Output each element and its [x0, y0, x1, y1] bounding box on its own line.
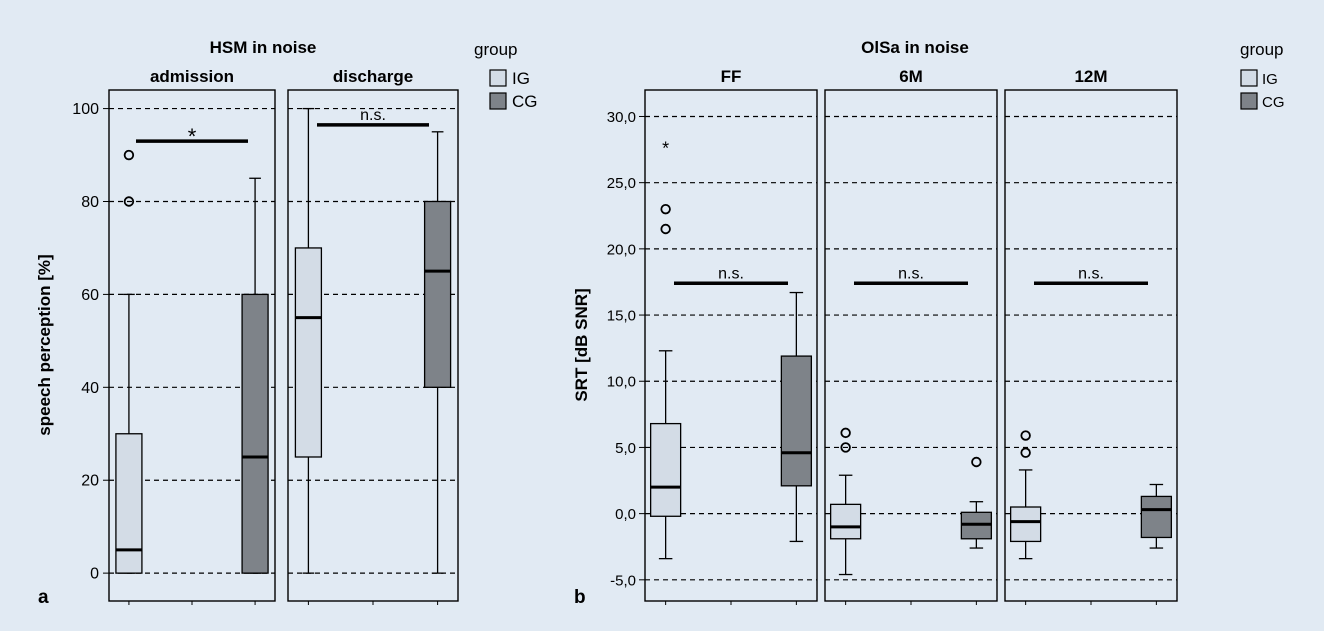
facet-label: discharge: [333, 67, 413, 86]
legend-title: group: [1240, 40, 1283, 59]
panel-b-legend: group IG CG: [1240, 40, 1285, 111]
facet-discharge: discharge n.s.: [287, 67, 459, 605]
box-iqr: [829, 503, 862, 540]
box-IG: [829, 427, 862, 576]
legend-title: group: [474, 40, 517, 59]
significance-label: n.s.: [360, 107, 386, 124]
extreme-point: *: [662, 139, 669, 159]
legend-swatch-cg: [489, 92, 507, 110]
legend-label-cg: CG: [1262, 94, 1285, 111]
box-iqr: [1140, 495, 1173, 539]
plots-layer: 0 20 40 60 80 100 admission * discharge n.s. -5,0 0…: [72, 67, 1178, 605]
box-iqr: [649, 422, 682, 517]
facet-label: FF: [721, 67, 742, 86]
panel-a-letter: a: [38, 587, 49, 608]
facet-label: 6M: [899, 67, 923, 86]
chart-b: -5,0 0,0 5,0 10,0 15,0 20,0 25,0 30,0 FF * n.s. 6M n…: [607, 67, 1178, 605]
box-IG: [115, 149, 143, 574]
outlier-point: [1020, 447, 1031, 458]
outlier-point: [971, 456, 982, 468]
facet-6M: 6M n.s.: [824, 67, 998, 605]
y-tick-label: 5,0: [615, 440, 636, 457]
box-iqr: [780, 355, 813, 487]
outlier-point: [840, 427, 851, 439]
y-tick-label: 40: [81, 380, 99, 397]
outlier-point: [123, 149, 135, 161]
box-IG: [294, 107, 323, 574]
y-tick-label: 100: [72, 101, 99, 118]
significance-label: *: [188, 124, 197, 149]
panel-a-title: HSM in noise: [210, 38, 317, 57]
box-iqr: [294, 247, 323, 458]
y-tick-label: 60: [81, 287, 99, 304]
outlier-point: [840, 442, 851, 453]
panel-b-ylabel: SRT [dB SNR]: [572, 288, 591, 401]
significance-label: n.s.: [1078, 265, 1104, 282]
y-tick-label: -5,0: [610, 572, 636, 589]
panel-a-legend: group IG CG: [474, 40, 538, 111]
legend-label-ig: IG: [1262, 71, 1278, 88]
box-IG: [1009, 430, 1042, 560]
outlier-point: [1020, 430, 1031, 441]
y-tick-label: 20,0: [607, 241, 636, 258]
y-tick-label: 0,0: [615, 506, 636, 523]
panel-b-title: OlSa in noise: [861, 38, 969, 57]
facet-admission: admission *: [108, 67, 276, 605]
y-tick-label: 10,0: [607, 374, 636, 391]
significance-label: n.s.: [898, 265, 924, 282]
box-CG: [241, 177, 269, 574]
facet-label: 12M: [1074, 67, 1107, 86]
facet-FF: FF * n.s.: [644, 67, 818, 605]
legend-swatch-cg: [1240, 92, 1258, 110]
outlier-point: [660, 203, 671, 215]
box-iqr: [115, 433, 143, 574]
y-tick-label: 25,0: [607, 175, 636, 192]
panel-a-ylabel: speech perception [%]: [35, 254, 54, 435]
legend-label-cg: CG: [512, 92, 538, 111]
box-iqr: [423, 200, 452, 388]
outlier-point: [660, 223, 671, 235]
significance-label: n.s.: [718, 265, 744, 282]
legend-swatch-ig: [489, 69, 507, 87]
y-tick-label: 30,0: [607, 109, 636, 126]
y-tick-label: 80: [81, 194, 99, 211]
panel-b-letter: b: [574, 587, 586, 608]
legend-swatch-ig: [1240, 69, 1258, 87]
legend-label-ig: IG: [512, 69, 530, 88]
outlier-point: [123, 196, 135, 207]
y-tick-label: 0: [90, 566, 99, 583]
box-CG: [423, 131, 452, 574]
box-iqr: [1009, 506, 1042, 543]
facet-label: admission: [150, 67, 234, 86]
box-IG: *: [649, 139, 682, 560]
box-CG: [780, 291, 813, 543]
y-tick-label: 15,0: [607, 308, 636, 325]
chart-a: 0 20 40 60 80 100 admission * discharge n.s.: [72, 67, 459, 605]
y-tick-label: 20: [81, 473, 99, 490]
box-iqr: [241, 293, 269, 574]
box-CG: [1140, 483, 1173, 549]
box-CG: [960, 456, 993, 549]
facet-12M: 12M n.s.: [1004, 67, 1178, 605]
